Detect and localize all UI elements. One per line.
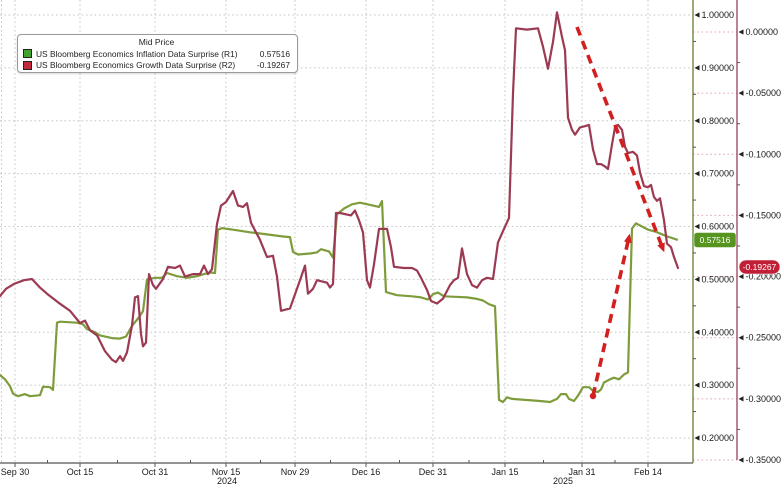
legend-item-label: US Bloomberg Economics Growth Data Surpr… (36, 60, 236, 70)
x-axis-year-label: 2024 (217, 476, 237, 486)
r2-tick-label: -0.30000 (746, 394, 781, 404)
legend-item-growth[interactable]: US Bloomberg Economics Growth Data Surpr… (23, 60, 290, 70)
uptrend-arrow (589, 233, 632, 400)
x-tick-label: Oct 31 (142, 467, 169, 477)
inflation-surprise-line (0, 200, 679, 404)
legend-item-label: US Bloomberg Economics Inflation Data Su… (36, 48, 238, 59)
growth-surprise-line (0, 11, 680, 364)
x-tick-label: Nov 29 (281, 467, 310, 477)
downtrend-arrow (575, 26, 665, 253)
legend-item-inflation[interactable]: US Bloomberg Economics Inflation Data Su… (23, 49, 290, 59)
r2-tick-label: -0.10000 (746, 149, 781, 159)
gridlines (0, 0, 693, 463)
x-tick-label: Dec 16 (352, 467, 381, 477)
r1-tick-label: 0.80000 (702, 116, 735, 126)
r1-tick-label: 1.00000 (702, 10, 735, 20)
x-tick-label: Jan 31 (568, 467, 595, 477)
r2-tick-label: 0.00000 (746, 27, 779, 37)
x-axis-year-label: 2025 (553, 476, 573, 486)
legend-item-value: -0.19267 (256, 60, 290, 70)
chart-legend: Mid Price US Bloomberg Economics Inflati… (17, 34, 298, 73)
inflation-series-swatch-icon (23, 49, 32, 58)
r1-last-value-badge: 0.57516 (693, 232, 737, 248)
r2-grid-stubs (693, 31, 737, 461)
r1-tick-label: 0.50000 (702, 274, 735, 284)
x-axis-ticks: Sep 30 Oct 15 Oct 31 Nov 15 Nov 29 Dec 16 Dec … (1, 460, 662, 486)
r1-tick-label: 0.20000 (702, 433, 735, 443)
r1-tick-label: 0.40000 (702, 327, 735, 337)
r1-axis-ticks: 1.00000 0.90000 0.80000 0.70000 0.60000 0.500… (693, 10, 734, 443)
x-tick-label: Jan 15 (491, 467, 518, 477)
r2-tick-label: -0.20000 (746, 272, 781, 282)
r2-tick-label: -0.25000 (746, 333, 781, 343)
x-tick-label: Nov 15 (212, 467, 241, 477)
badge-value: -0.19267 (743, 262, 777, 272)
r1-tick-label: 0.60000 (702, 222, 735, 232)
r1-tick-label: 0.90000 (702, 63, 735, 73)
r2-tick-label: -0.15000 (746, 210, 781, 220)
x-tick-label: Sep 30 (1, 467, 30, 477)
r2-tick-label: -0.35000 (746, 455, 781, 465)
x-tick-label: Dec 31 (419, 467, 448, 477)
x-tick-label: Oct 15 (67, 467, 94, 477)
r1-tick-label: 0.70000 (702, 169, 735, 179)
x-tick-label: Feb 14 (634, 467, 662, 477)
growth-series-swatch-icon (23, 60, 32, 70)
r2-last-value-badge: -0.19267 (738, 259, 781, 275)
badge-value: 0.57516 (700, 235, 731, 245)
legend-title: Mid Price (138, 37, 175, 47)
legend-item-value: 0.57516 (259, 48, 290, 59)
r2-tick-label: -0.05000 (746, 88, 781, 98)
r1-tick-label: 0.30000 (702, 380, 735, 390)
r2-axis-ticks: 0.00000-0.05000-0.10000-0.15000-0.20000-… (737, 27, 781, 465)
